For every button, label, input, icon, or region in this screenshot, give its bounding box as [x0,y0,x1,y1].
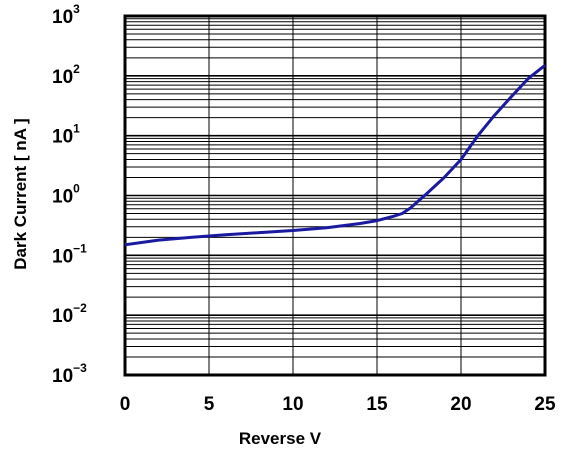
y-tick-exponent: 0 [73,182,80,196]
series-line-0 [124,64,546,247]
plot-border [123,14,547,377]
y-tick-base: 10 [52,187,73,208]
x-tick-label: 20 [450,394,471,415]
y-tick-label: 10−1 [52,241,87,267]
y-tick-label: 103 [52,2,80,28]
grid [124,16,546,376]
y-tick-base: 10 [52,7,73,28]
x-tick-label: 10 [282,394,303,415]
y-tick-exponent: 3 [73,2,80,16]
y-tick-base: 10 [52,246,73,267]
x-tick-label: 0 [120,394,131,415]
y-tick-label: 102 [52,62,80,88]
x-tick-labels: 0 5 10 15 20 25 [120,394,556,415]
y-tick-exponent: 1 [73,122,80,136]
y-tick-base: 10 [52,67,73,88]
series-layer [124,64,546,247]
y-axis-title: Dark Current [ nA ] [11,118,30,269]
x-tick-label: 5 [204,394,215,415]
y-tick-exponent: −1 [73,241,87,255]
plot-frame [123,14,547,377]
y-tick-exponent: 2 [73,62,80,76]
y-tick-label: 10−3 [52,361,87,387]
y-tick-base: 10 [52,366,73,387]
y-tick-base: 10 [52,306,73,327]
y-tick-label: 10−2 [52,301,87,327]
x-axis-title: Reverse V [239,429,322,448]
x-tick-label: 15 [366,394,388,415]
x-tick-label: 25 [534,394,556,415]
y-tick-label: 101 [52,122,80,148]
y-tick-base: 10 [52,127,73,148]
y-tick-exponent: −3 [73,361,87,375]
y-tick-label: 100 [52,182,80,208]
y-tick-exponent: −2 [73,301,87,315]
